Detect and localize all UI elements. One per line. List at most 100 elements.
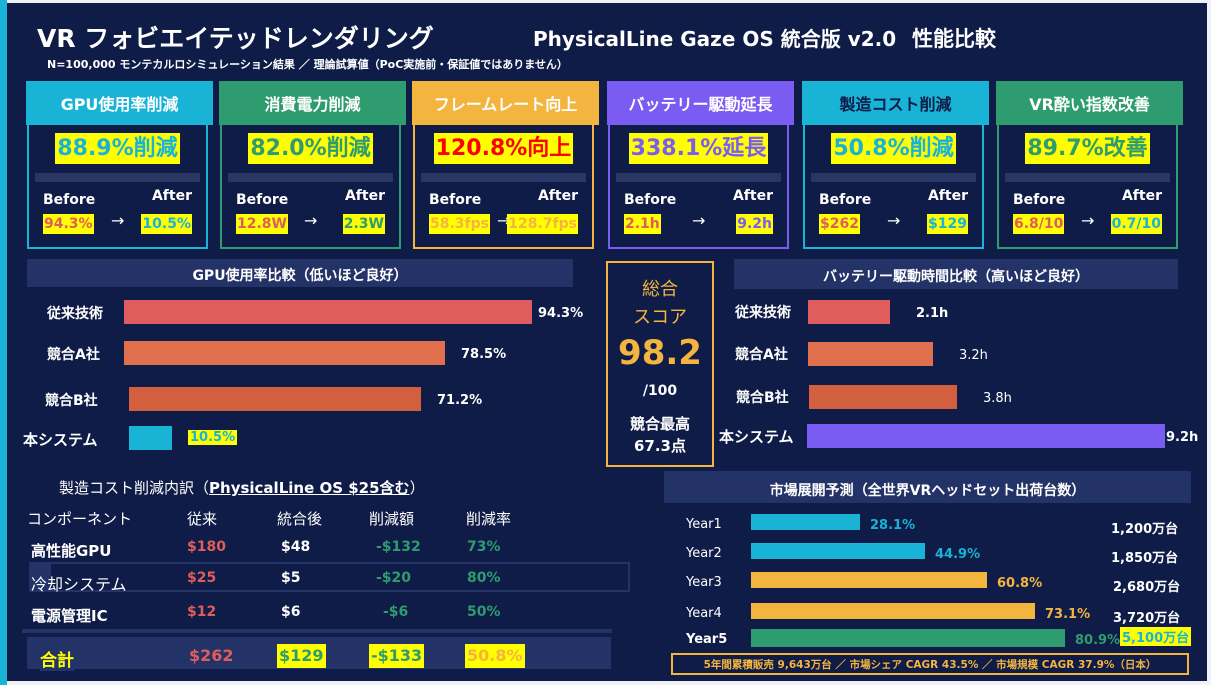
market-bar-value: 28.1%: [870, 518, 916, 533]
kpi-before-value: 2.1h: [624, 214, 661, 234]
cost-rate: 50%: [467, 604, 501, 620]
cost-component-name: 高性能GPU: [31, 542, 112, 560]
kpi-before-value: 6.8/10: [1013, 214, 1065, 234]
cost-component-name: 電源管理IC: [31, 607, 108, 625]
arrow-right-icon: →: [887, 211, 901, 230]
cost-row-highlight: [29, 562, 630, 592]
cost-column-header: 削減率: [466, 510, 512, 528]
gpu-bar: [129, 387, 421, 411]
arrow-right-icon: →: [497, 211, 511, 230]
market-bar: [751, 543, 925, 559]
battery-bar: [809, 385, 957, 409]
kpi-card: 製造コスト削減 50.8%削減 Before After → $262 $129: [802, 81, 989, 249]
cost-total-before: $262: [189, 646, 234, 665]
kpi-after-label: After: [151, 188, 192, 204]
market-bar-value: 80.9%: [1075, 633, 1121, 648]
kpi-main-value-row: 88.9%削減: [29, 133, 206, 164]
kpi-before-label: Before: [1013, 192, 1066, 208]
kpi-after-value: 128.7fps: [507, 214, 578, 234]
market-bar: [751, 629, 1065, 647]
cost-after: $5: [281, 570, 301, 586]
kpi-card: GPU使用率削減 88.9%削減 Before After → 94.3% 10.5%: [26, 81, 213, 249]
arrow-right-icon: →: [111, 211, 125, 230]
market-bar-value: 73.1%: [1045, 607, 1091, 622]
kpi-main-value-row: 82.0%削減: [222, 133, 399, 164]
cost-total-label: 合計: [40, 646, 74, 671]
cost-diff: -$20: [376, 570, 412, 586]
battery-category-label: 競合A社: [735, 347, 788, 363]
arrow-right-icon: →: [692, 211, 706, 230]
kpi-after-value: 0.7/10: [1110, 214, 1162, 234]
kpi-before-label: Before: [624, 192, 677, 208]
gpu-category-label: 競合B社: [45, 393, 98, 409]
kpi-after-label: After: [344, 188, 385, 204]
kpi-card: 消費電力削減 82.0%削減 Before After → 12.8W 2.3W: [219, 81, 406, 249]
market-unit-value: 2,680万台: [1113, 580, 1181, 595]
arrow-right-icon: →: [1081, 211, 1095, 230]
market-unit-value: 5,100万台: [1120, 627, 1192, 646]
gpu-bar-value: 71.2%: [437, 393, 483, 408]
kpi-before-value: $262: [819, 214, 860, 234]
kpi-before-label: Before: [819, 192, 872, 208]
kpi-before-label: Before: [429, 192, 482, 208]
market-chart-title: 市場展開予測（全世界VRヘッドセット出荷台数）: [769, 483, 1086, 499]
battery-category-label: 本システム: [719, 428, 794, 446]
total-score-box: 総合 スコア 98.2 /100 競合最高 67.3点: [606, 261, 714, 467]
kpi-card-title: GPU使用率削減: [26, 81, 213, 125]
kpi-card: VR酔い指数改善 89.7%改善 Before After → 6.8/10 0.7/10: [996, 81, 1183, 249]
cost-total-band: [22, 629, 612, 633]
cost-total-rate: 50.8%: [465, 644, 525, 668]
score-label-1: 総合: [642, 279, 678, 300]
cost-diff: -$132: [376, 539, 421, 555]
kpi-card: バッテリー駆動延長 338.1%延長 Before After → 2.1h 9.2h: [607, 81, 794, 249]
gpu-bar: [124, 341, 445, 365]
kpi-separator: [228, 173, 393, 182]
market-year-label: Year1: [686, 517, 722, 532]
gpu-bar: [124, 300, 532, 324]
cost-column-header: 従来: [187, 510, 218, 528]
kpi-after-value: $129: [927, 214, 968, 234]
market-bar: [751, 572, 987, 588]
subtitle: N=100,000 モンテカルロシミュレーション結果 ／ 理論試算値（PoC実施…: [47, 58, 568, 71]
cost-column-header: 統合後: [277, 510, 323, 528]
market-bar-value: 60.8%: [997, 576, 1043, 591]
cost-rate: 73%: [467, 539, 501, 555]
kpi-card-title: バッテリー駆動延長: [607, 81, 794, 125]
kpi-after-value: 9.2h: [736, 214, 773, 234]
battery-bar: [808, 342, 933, 366]
kpi-separator: [421, 173, 586, 182]
title-tail: 性能比較: [912, 27, 996, 51]
cost-section-title: 製造コスト削減内訳（PhysicalLine OS $25含む）: [59, 477, 425, 498]
arrow-right-icon: →: [304, 211, 318, 230]
kpi-after-label: After: [537, 188, 578, 204]
gpu-category-label: 競合A社: [47, 347, 100, 363]
cost-before: $25: [187, 570, 217, 586]
cost-title-end: ）: [409, 479, 425, 497]
score-note-1: 競合最高: [629, 415, 690, 433]
battery-chart-title: バッテリー駆動時間比較（高いほど良好）: [823, 269, 1089, 285]
cost-column-header: コンポーネント: [27, 510, 133, 528]
market-bar-value: 44.9%: [935, 547, 981, 562]
cost-after: $48: [281, 539, 311, 555]
market-bar: [751, 514, 860, 530]
market-year-label: Year5: [686, 632, 728, 647]
market-chart-header: [664, 471, 1191, 503]
kpi-after-label: After: [1121, 188, 1162, 204]
kpi-main-value-row: 338.1%延長: [610, 133, 787, 164]
cost-title-text: 製造コスト削減内訳（: [59, 479, 210, 497]
kpi-main-value: 50.8%削減: [831, 133, 956, 164]
market-year-label: Year3: [686, 575, 722, 590]
market-year-label: Year4: [686, 606, 722, 621]
kpi-separator: [811, 173, 976, 182]
market-footnote: 5年間累積販売 9,643万台 ／ 市場シェア CAGR 43.5% ／ 市場規…: [703, 659, 1157, 671]
kpi-before-label: Before: [43, 192, 96, 208]
cost-column-header: 削減額: [369, 510, 415, 528]
kpi-before-label: Before: [236, 192, 289, 208]
cost-component-name: 冷却システム: [31, 575, 127, 594]
battery-chart-header: [734, 259, 1178, 289]
kpi-card-title: フレームレート向上: [412, 81, 599, 125]
score-label-2: スコア: [633, 307, 687, 328]
gpu-bar-value: 10.5%: [188, 430, 238, 445]
kpi-main-value-row: 120.8%向上: [415, 133, 592, 164]
